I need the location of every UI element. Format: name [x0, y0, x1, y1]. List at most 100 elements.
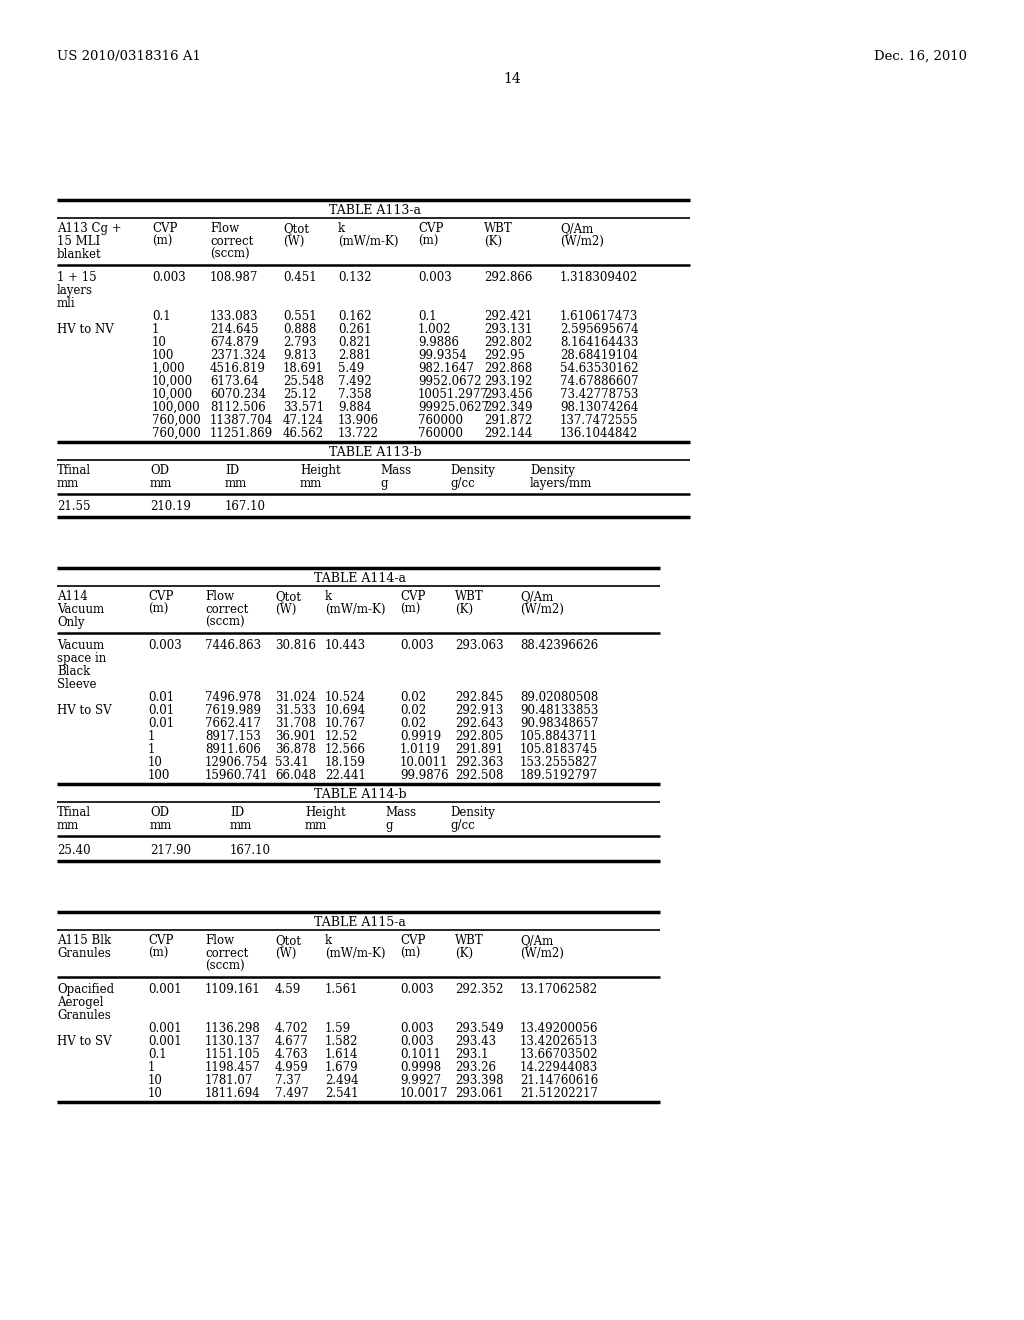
- Text: mm: mm: [230, 818, 252, 832]
- Text: TABLE A114-b: TABLE A114-b: [313, 788, 407, 801]
- Text: 0.132: 0.132: [338, 271, 372, 284]
- Text: 12.566: 12.566: [325, 743, 366, 756]
- Text: 2.595695674: 2.595695674: [560, 323, 639, 337]
- Text: Density: Density: [450, 807, 495, 818]
- Text: 10.443: 10.443: [325, 639, 367, 652]
- Text: 0.003: 0.003: [152, 271, 185, 284]
- Text: 0.001: 0.001: [148, 1022, 181, 1035]
- Text: Height: Height: [305, 807, 346, 818]
- Text: 292.868: 292.868: [484, 362, 532, 375]
- Text: 0.003: 0.003: [400, 983, 434, 997]
- Text: 1.0119: 1.0119: [400, 743, 441, 756]
- Text: Granules: Granules: [57, 1008, 111, 1022]
- Text: (m): (m): [400, 603, 421, 616]
- Text: 0.1: 0.1: [148, 1048, 167, 1061]
- Text: 4.702: 4.702: [275, 1022, 308, 1035]
- Text: 4516.819: 4516.819: [210, 362, 266, 375]
- Text: mm: mm: [225, 477, 247, 490]
- Text: (m): (m): [148, 603, 168, 616]
- Text: 31.533: 31.533: [275, 704, 316, 717]
- Text: correct: correct: [205, 946, 248, 960]
- Text: 21.14760616: 21.14760616: [520, 1074, 598, 1086]
- Text: 1.59: 1.59: [325, 1022, 351, 1035]
- Text: Tfinal: Tfinal: [57, 807, 91, 818]
- Text: 10051.2977: 10051.2977: [418, 388, 488, 401]
- Text: 0.003: 0.003: [400, 1035, 434, 1048]
- Text: 0.003: 0.003: [400, 1022, 434, 1035]
- Text: 0.01: 0.01: [148, 704, 174, 717]
- Text: 0.551: 0.551: [283, 310, 316, 323]
- Text: 4.959: 4.959: [275, 1061, 309, 1074]
- Text: CVP: CVP: [148, 590, 173, 603]
- Text: 10: 10: [152, 337, 167, 348]
- Text: 9952.0672: 9952.0672: [418, 375, 481, 388]
- Text: 7.358: 7.358: [338, 388, 372, 401]
- Text: 292.845: 292.845: [455, 690, 504, 704]
- Text: 1781.07: 1781.07: [205, 1074, 253, 1086]
- Text: 6070.234: 6070.234: [210, 388, 266, 401]
- Text: k: k: [325, 590, 332, 603]
- Text: mm: mm: [150, 818, 172, 832]
- Text: (W): (W): [275, 603, 296, 616]
- Text: 1198.457: 1198.457: [205, 1061, 261, 1074]
- Text: correct: correct: [205, 603, 248, 616]
- Text: 5.49: 5.49: [338, 362, 365, 375]
- Text: 25.548: 25.548: [283, 375, 324, 388]
- Text: 25.40: 25.40: [57, 843, 91, 857]
- Text: 1.318309402: 1.318309402: [560, 271, 638, 284]
- Text: 760,000: 760,000: [152, 414, 201, 426]
- Text: 12906.754: 12906.754: [205, 756, 268, 770]
- Text: 760,000: 760,000: [152, 426, 201, 440]
- Text: mm: mm: [150, 477, 172, 490]
- Text: (mW/m-K): (mW/m-K): [325, 603, 385, 616]
- Text: g/cc: g/cc: [450, 477, 475, 490]
- Text: 292.508: 292.508: [455, 770, 504, 781]
- Text: 13.42026513: 13.42026513: [520, 1035, 598, 1048]
- Text: 137.7472555: 137.7472555: [560, 414, 639, 426]
- Text: k: k: [325, 935, 332, 946]
- Text: 0.02: 0.02: [400, 704, 426, 717]
- Text: 31.024: 31.024: [275, 690, 316, 704]
- Text: 28.68419104: 28.68419104: [560, 348, 638, 362]
- Text: 0.162: 0.162: [338, 310, 372, 323]
- Text: 293.549: 293.549: [455, 1022, 504, 1035]
- Text: 4.763: 4.763: [275, 1048, 309, 1061]
- Text: correct: correct: [210, 235, 253, 248]
- Text: 7496.978: 7496.978: [205, 690, 261, 704]
- Text: 1.561: 1.561: [325, 983, 358, 997]
- Text: mm: mm: [305, 818, 328, 832]
- Text: 1: 1: [148, 743, 156, 756]
- Text: 167.10: 167.10: [230, 843, 271, 857]
- Text: Opacified: Opacified: [57, 983, 114, 997]
- Text: 10.0011: 10.0011: [400, 756, 449, 770]
- Text: 1,000: 1,000: [152, 362, 185, 375]
- Text: mm: mm: [300, 477, 323, 490]
- Text: TABLE A113-a: TABLE A113-a: [329, 205, 421, 216]
- Text: Qtot: Qtot: [283, 222, 309, 235]
- Text: 1.614: 1.614: [325, 1048, 358, 1061]
- Text: 9.884: 9.884: [338, 401, 372, 414]
- Text: OD: OD: [150, 465, 169, 477]
- Text: 21.51202217: 21.51202217: [520, 1086, 598, 1100]
- Text: 1109.161: 1109.161: [205, 983, 261, 997]
- Text: 7619.989: 7619.989: [205, 704, 261, 717]
- Text: (sccm): (sccm): [205, 960, 245, 973]
- Text: 293.1: 293.1: [455, 1048, 488, 1061]
- Text: HV to NV: HV to NV: [57, 323, 114, 337]
- Text: A114: A114: [57, 590, 88, 603]
- Text: 189.5192797: 189.5192797: [520, 770, 598, 781]
- Text: 292.866: 292.866: [484, 271, 532, 284]
- Text: 0.1: 0.1: [152, 310, 171, 323]
- Text: 4.59: 4.59: [275, 983, 301, 997]
- Text: 14.22944083: 14.22944083: [520, 1061, 598, 1074]
- Text: Black: Black: [57, 665, 90, 678]
- Text: 22.441: 22.441: [325, 770, 366, 781]
- Text: 2.494: 2.494: [325, 1074, 358, 1086]
- Text: CVP: CVP: [400, 935, 425, 946]
- Text: (m): (m): [400, 946, 421, 960]
- Text: Only: Only: [57, 616, 85, 630]
- Text: 13.49200056: 13.49200056: [520, 1022, 598, 1035]
- Text: 11251.869: 11251.869: [210, 426, 273, 440]
- Text: 0.1: 0.1: [418, 310, 436, 323]
- Text: 25.12: 25.12: [283, 388, 316, 401]
